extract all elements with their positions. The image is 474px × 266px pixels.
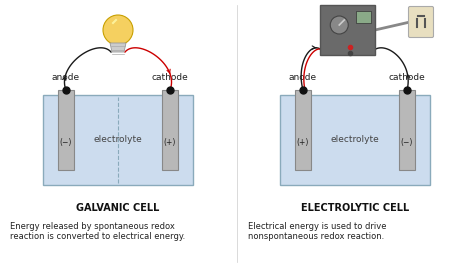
Text: Electrical energy is used to drive: Electrical energy is used to drive xyxy=(248,222,386,231)
Text: (+): (+) xyxy=(297,138,309,147)
Text: anode: anode xyxy=(52,73,80,82)
Text: (−): (−) xyxy=(401,138,413,147)
Bar xyxy=(43,95,193,185)
Text: electrolyte: electrolyte xyxy=(331,135,379,144)
Text: ELECTROLYTIC CELL: ELECTROLYTIC CELL xyxy=(301,203,409,213)
Text: (−): (−) xyxy=(60,138,72,147)
Text: GALVANIC CELL: GALVANIC CELL xyxy=(76,203,160,213)
Text: electrolyte: electrolyte xyxy=(94,135,142,144)
Text: (+): (+) xyxy=(164,138,176,147)
Bar xyxy=(280,95,430,185)
Bar xyxy=(399,90,415,170)
Bar xyxy=(58,90,74,170)
Text: nonspontaneous redox reaction.: nonspontaneous redox reaction. xyxy=(248,232,384,241)
Circle shape xyxy=(103,15,133,45)
Bar xyxy=(320,5,375,55)
Text: Energy released by spontaneous redox: Energy released by spontaneous redox xyxy=(10,222,175,231)
Text: anode: anode xyxy=(289,73,317,82)
Circle shape xyxy=(330,16,348,34)
Text: reaction is converted to electrical energy.: reaction is converted to electrical ener… xyxy=(10,232,185,241)
Bar xyxy=(162,90,178,170)
Polygon shape xyxy=(110,43,126,52)
Text: cathode: cathode xyxy=(152,73,188,82)
Bar xyxy=(295,90,311,170)
FancyBboxPatch shape xyxy=(409,6,434,38)
Text: cathode: cathode xyxy=(389,73,425,82)
FancyBboxPatch shape xyxy=(356,11,371,23)
